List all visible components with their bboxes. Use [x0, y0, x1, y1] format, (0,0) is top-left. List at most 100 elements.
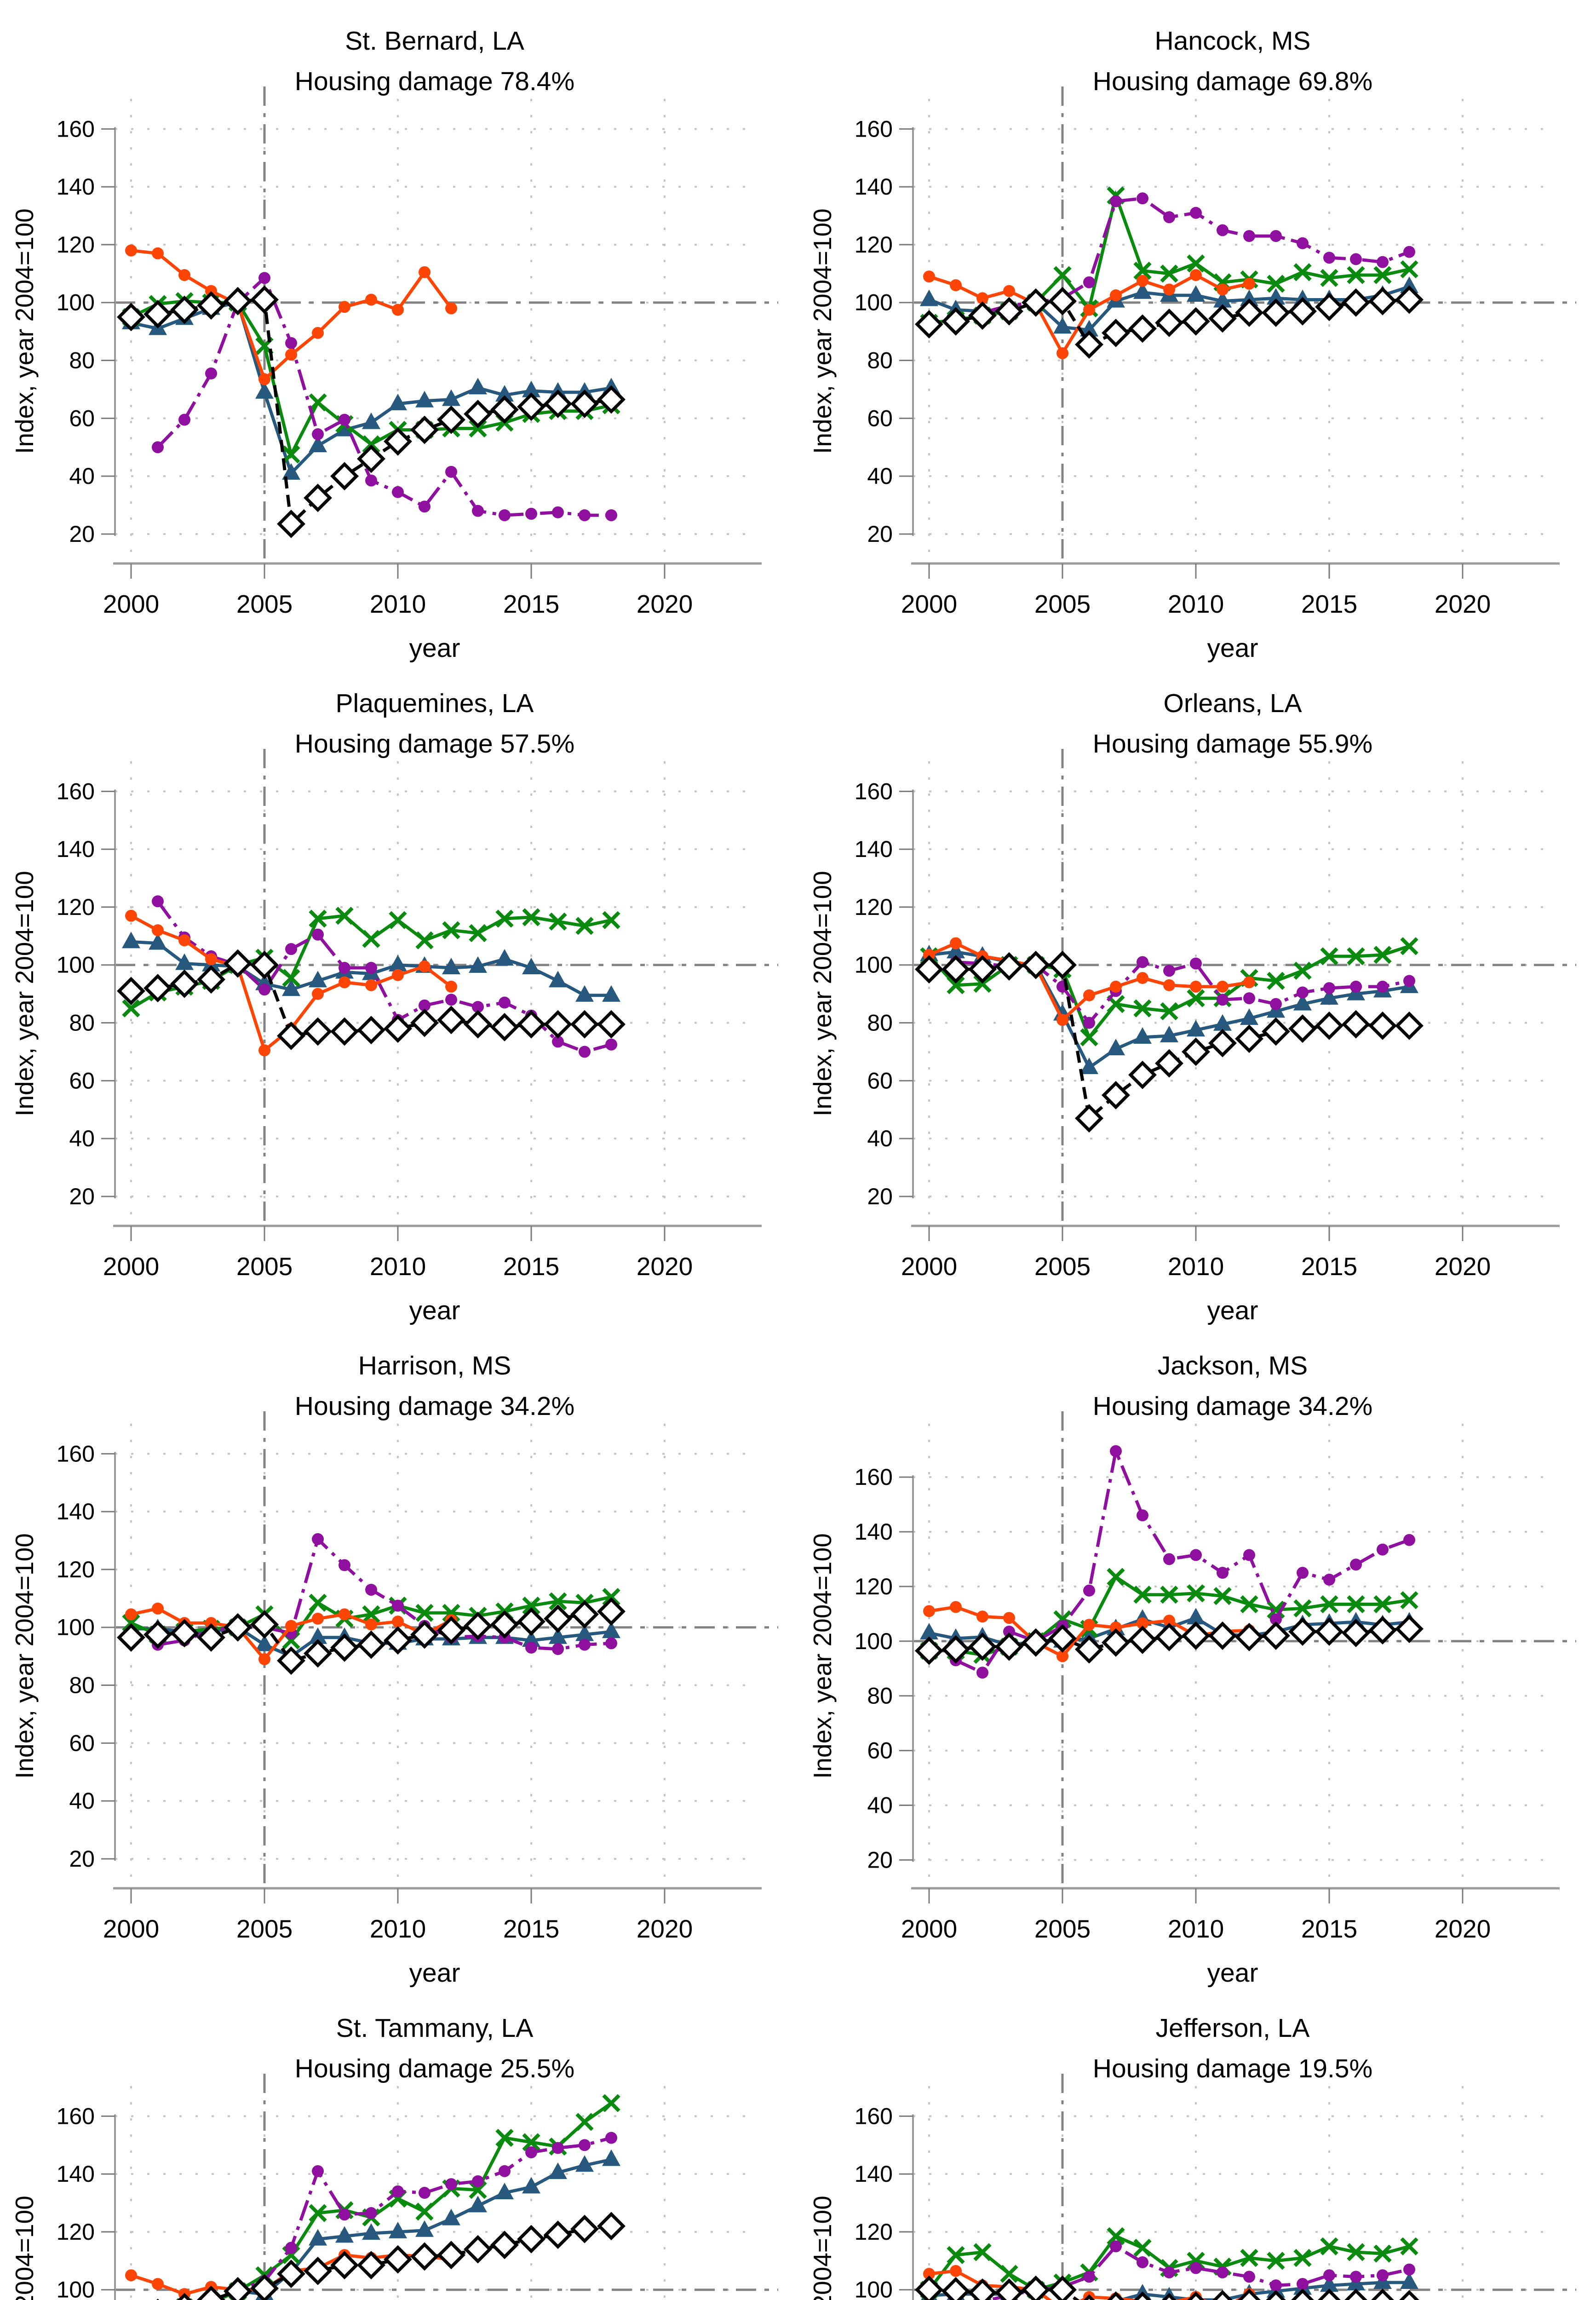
y-tick-label: 160	[57, 116, 95, 142]
income-marker	[549, 1592, 567, 1610]
light-marker	[419, 960, 431, 972]
income-marker	[1107, 1568, 1125, 1586]
employment-marker	[255, 382, 274, 399]
y-tick-label: 140	[855, 1519, 893, 1545]
population-marker	[144, 1620, 172, 1649]
gdp-marker	[445, 2178, 457, 2191]
series-population	[117, 1597, 626, 1675]
population-marker	[1342, 1010, 1370, 1039]
y-tick-label: 60	[69, 1730, 95, 1756]
gdp-marker	[365, 1583, 377, 1596]
y-tick-label: 80	[867, 1683, 893, 1709]
population-marker	[197, 291, 225, 320]
light-marker	[1190, 269, 1202, 281]
gdp-marker	[1163, 211, 1175, 224]
gdp-marker	[1137, 2256, 1148, 2268]
gdp-marker	[152, 441, 164, 454]
employment-marker	[1267, 288, 1285, 305]
light-marker	[339, 976, 350, 989]
population-marker	[384, 1014, 412, 1043]
gdp-marker	[1163, 1553, 1175, 1565]
gdp-marker	[1377, 256, 1389, 268]
population-marker	[597, 1010, 626, 1039]
gdp-marker	[312, 1533, 324, 1545]
population-marker	[1368, 287, 1397, 316]
gdp-marker	[1297, 986, 1309, 999]
light-marker	[1217, 980, 1229, 993]
population-marker	[915, 955, 943, 984]
population-marker	[304, 1017, 332, 1046]
series-population	[915, 950, 1424, 1133]
employment-marker	[1107, 1039, 1125, 1056]
panel-title: Jackson, MS	[1158, 1351, 1308, 1380]
income-marker	[362, 930, 380, 948]
series-gdp	[950, 1445, 1415, 1679]
light-marker	[1163, 979, 1175, 991]
light-marker	[392, 304, 404, 316]
x-tick-label: 2000	[901, 1915, 957, 1943]
population-marker	[304, 483, 332, 512]
x-tick-label: 2015	[1301, 1252, 1357, 1281]
gdp-marker	[1270, 2279, 1282, 2292]
income-marker	[1347, 2243, 1365, 2261]
y-tick-label: 40	[867, 1792, 893, 1818]
employment-marker	[1187, 1020, 1205, 1037]
population-marker	[1262, 1621, 1290, 1650]
panel-title: St. Bernard, LA	[345, 26, 524, 56]
x-tick-label: 2010	[370, 1252, 426, 1281]
gdp-marker	[472, 1000, 484, 1013]
gdp-marker	[1137, 192, 1148, 205]
population-marker	[597, 1597, 626, 1626]
income-marker	[575, 917, 594, 935]
population-marker	[570, 1010, 599, 1039]
gdp-marker	[258, 272, 270, 284]
light-marker	[1083, 1619, 1095, 1631]
light-marker	[152, 1602, 164, 1615]
gdp-marker	[605, 1637, 617, 1650]
x-tick-label: 2015	[1301, 1915, 1357, 1943]
gdp-marker	[1110, 2240, 1122, 2253]
y-tick-label: 120	[57, 232, 95, 258]
panel-title: Hancock, MS	[1155, 26, 1311, 56]
employment-marker	[442, 2208, 460, 2225]
income-marker	[575, 2113, 594, 2131]
population-marker	[1395, 285, 1424, 314]
population-marker	[1315, 1617, 1343, 1646]
employment-marker	[495, 949, 514, 966]
population-marker	[197, 965, 225, 994]
panel-title: St. Tammany, LA	[336, 2013, 534, 2043]
x-tick-label: 2020	[1435, 1915, 1491, 1943]
employment-marker	[1400, 276, 1418, 293]
income-marker	[1213, 1587, 1232, 1605]
light-marker	[1083, 304, 1095, 316]
light-marker	[923, 270, 935, 283]
gdp-line	[955, 960, 1410, 1026]
light-marker	[339, 1608, 350, 1621]
population-marker	[1075, 1104, 1103, 1133]
income-marker	[1133, 999, 1152, 1018]
light-marker	[923, 2268, 935, 2280]
population-marker	[357, 1016, 385, 1045]
employment-marker	[1400, 2272, 1418, 2289]
income-marker	[522, 908, 540, 926]
gdp-marker	[1270, 230, 1282, 242]
population-marker	[942, 2277, 970, 2300]
population-marker	[1368, 1011, 1397, 1040]
gdp-marker	[472, 505, 484, 517]
population-marker	[1342, 288, 1370, 317]
population-marker	[464, 2235, 492, 2264]
income-marker	[282, 969, 300, 987]
y-tick-label: 120	[855, 2219, 893, 2245]
x-tick-label: 2010	[1168, 590, 1224, 618]
employment-marker	[415, 391, 434, 408]
y-tick-label: 100	[855, 2277, 893, 2300]
light-marker	[365, 979, 377, 991]
x-tick-label: 2000	[103, 1252, 159, 1281]
employment-marker	[415, 2220, 434, 2237]
light-marker	[445, 302, 457, 315]
light-marker	[152, 2278, 164, 2290]
income-marker	[947, 976, 965, 995]
light-marker	[950, 1601, 962, 1613]
income-marker	[1293, 2248, 1312, 2267]
